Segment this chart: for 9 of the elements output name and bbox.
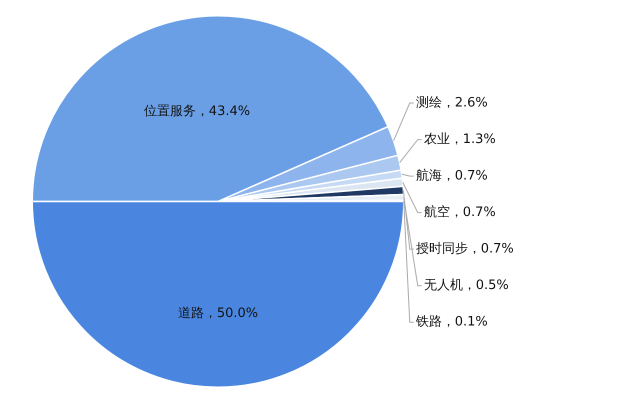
slice-label: 位置服务，43.4% <box>144 104 250 119</box>
slice-label: 测绘，2.6% <box>416 95 488 110</box>
slice-label: 道路，50.0% <box>178 306 258 322</box>
slice-label: 航空，0.7% <box>424 205 496 220</box>
slice-label: 授时同步，0.7% <box>416 242 514 257</box>
slice-label: 铁路，0.1% <box>414 314 488 330</box>
slice-label: 农业，1.3% <box>424 132 496 147</box>
slice-label: 航海，0.7% <box>416 168 488 184</box>
slice-label: 无人机，0.5% <box>424 278 509 294</box>
